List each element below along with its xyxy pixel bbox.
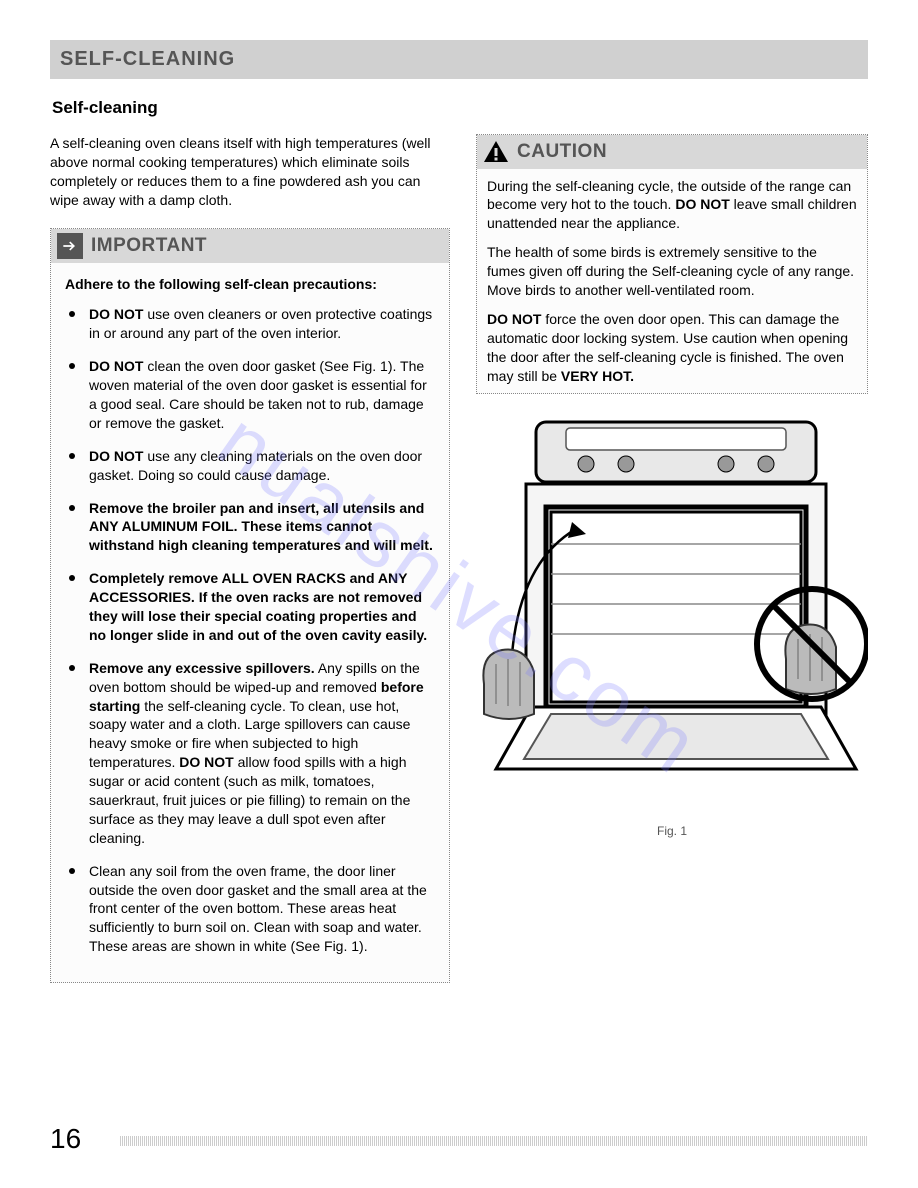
caution-body: During the self-cleaning cycle, the outs… — [477, 169, 867, 394]
oven-illustration-icon — [476, 414, 868, 814]
bullet-icon — [69, 311, 75, 317]
caution-paragraph: DO NOT force the oven door open. This ca… — [487, 310, 857, 386]
important-body: Adhere to the following self-clean preca… — [51, 263, 449, 983]
left-column: A self-cleaning oven cleans itself with … — [50, 134, 450, 983]
page-number: 16 — [50, 1120, 81, 1158]
figure-caption: Fig. 1 — [476, 823, 868, 839]
arrow-right-icon — [57, 233, 83, 259]
bullet-icon — [69, 363, 75, 369]
caution-box: CAUTION During the self-cleaning cycle, … — [476, 134, 868, 395]
figure-1: Fig. 1 — [476, 414, 868, 839]
two-column-layout: A self-cleaning oven cleans itself with … — [50, 134, 868, 983]
warning-triangle-icon — [483, 140, 509, 164]
important-list: DO NOT use oven cleaners or oven protect… — [65, 305, 435, 956]
important-box: IMPORTANT Adhere to the following self-c… — [50, 228, 450, 984]
list-item: DO NOT use oven cleaners or oven protect… — [65, 305, 435, 343]
caution-header-text: CAUTION — [517, 139, 607, 165]
right-column: CAUTION During the self-cleaning cycle, … — [476, 134, 868, 983]
list-item: Completely remove ALL OVEN RACKS and ANY… — [65, 569, 435, 645]
list-item: Remove any excessive spillovers. Any spi… — [65, 659, 435, 848]
section-header: SELF-CLEANING — [50, 40, 868, 79]
important-subhead: Adhere to the following self-clean preca… — [65, 275, 435, 294]
page-subtitle: Self-cleaning — [50, 97, 868, 120]
bullet-icon — [69, 575, 75, 581]
intro-paragraph: A self-cleaning oven cleans itself with … — [50, 134, 450, 210]
bullet-icon — [69, 868, 75, 874]
list-item: Remove the broiler pan and insert, all u… — [65, 499, 435, 556]
important-header: IMPORTANT — [51, 229, 449, 263]
footer-bar — [120, 1136, 868, 1146]
list-item: DO NOT clean the oven door gasket (See F… — [65, 357, 435, 433]
bullet-icon — [69, 505, 75, 511]
caution-header: CAUTION — [477, 135, 867, 169]
bullet-icon — [69, 665, 75, 671]
list-item: Clean any soil from the oven frame, the … — [65, 862, 435, 956]
caution-paragraph: The health of some birds is extremely se… — [487, 243, 857, 300]
caution-paragraph: During the self-cleaning cycle, the outs… — [487, 177, 857, 234]
list-item: DO NOT use any cleaning materials on the… — [65, 447, 435, 485]
bullet-icon — [69, 453, 75, 459]
important-header-text: IMPORTANT — [91, 233, 207, 259]
